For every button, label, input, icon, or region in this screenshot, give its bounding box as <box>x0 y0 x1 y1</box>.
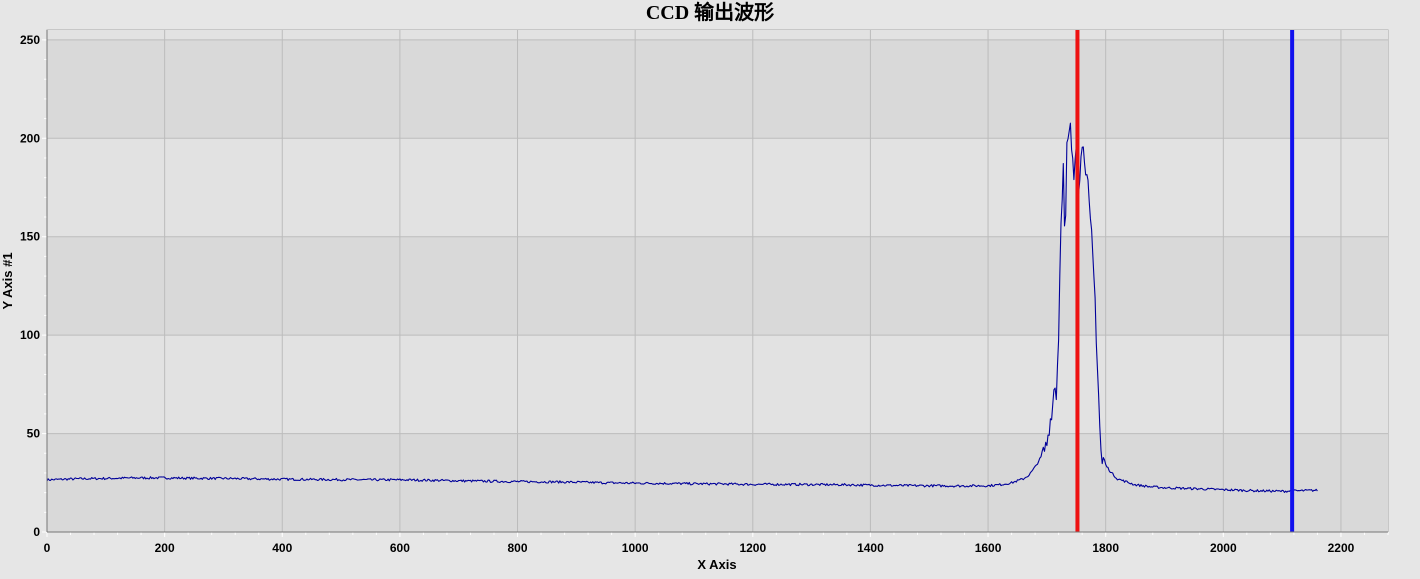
x-tick-label: 1800 <box>1092 541 1119 555</box>
x-tick-label: 2200 <box>1328 541 1355 555</box>
grid-band <box>47 138 1388 237</box>
x-tick-label: 400 <box>272 541 292 555</box>
x-tick-label: 1600 <box>975 541 1002 555</box>
x-tick-label: 0 <box>44 541 51 555</box>
x-axis-label: X Axis <box>697 557 736 572</box>
grid-band <box>47 30 1388 40</box>
x-tick-label: 2000 <box>1210 541 1237 555</box>
grid-band <box>47 39 1388 139</box>
grid-band <box>47 335 1388 434</box>
y-tick-label: 0 <box>33 525 40 539</box>
cursor-markers <box>1075 30 1295 532</box>
x-tick-label: 800 <box>508 541 528 555</box>
grid-bands <box>47 30 1388 532</box>
x-tick-label: 1400 <box>857 541 884 555</box>
x-tick-label: 1000 <box>622 541 649 555</box>
x-tick-label: 600 <box>390 541 410 555</box>
y-tick-label: 100 <box>20 328 40 342</box>
x-tick-labels: 0 200 400 600 800 1000 1200 1400 1600 1800 2000 220… <box>44 541 1355 555</box>
y-axis-label: Y Axis #1 <box>0 252 15 309</box>
y-tick-label: 150 <box>20 230 40 244</box>
y-tick-label: 250 <box>20 33 40 47</box>
x-tick-label: 1200 <box>739 541 766 555</box>
series-line <box>46 122 1318 493</box>
grid-band <box>47 433 1388 532</box>
y-tick-label: 50 <box>27 427 41 441</box>
x-tick-label: 200 <box>155 541 175 555</box>
grid-band <box>47 236 1388 336</box>
chart-title: CCD 输出波形 <box>646 0 774 24</box>
y-tick-label: 200 <box>20 131 40 145</box>
y-tick-labels: 0 50 100 150 200 250 <box>20 33 40 539</box>
